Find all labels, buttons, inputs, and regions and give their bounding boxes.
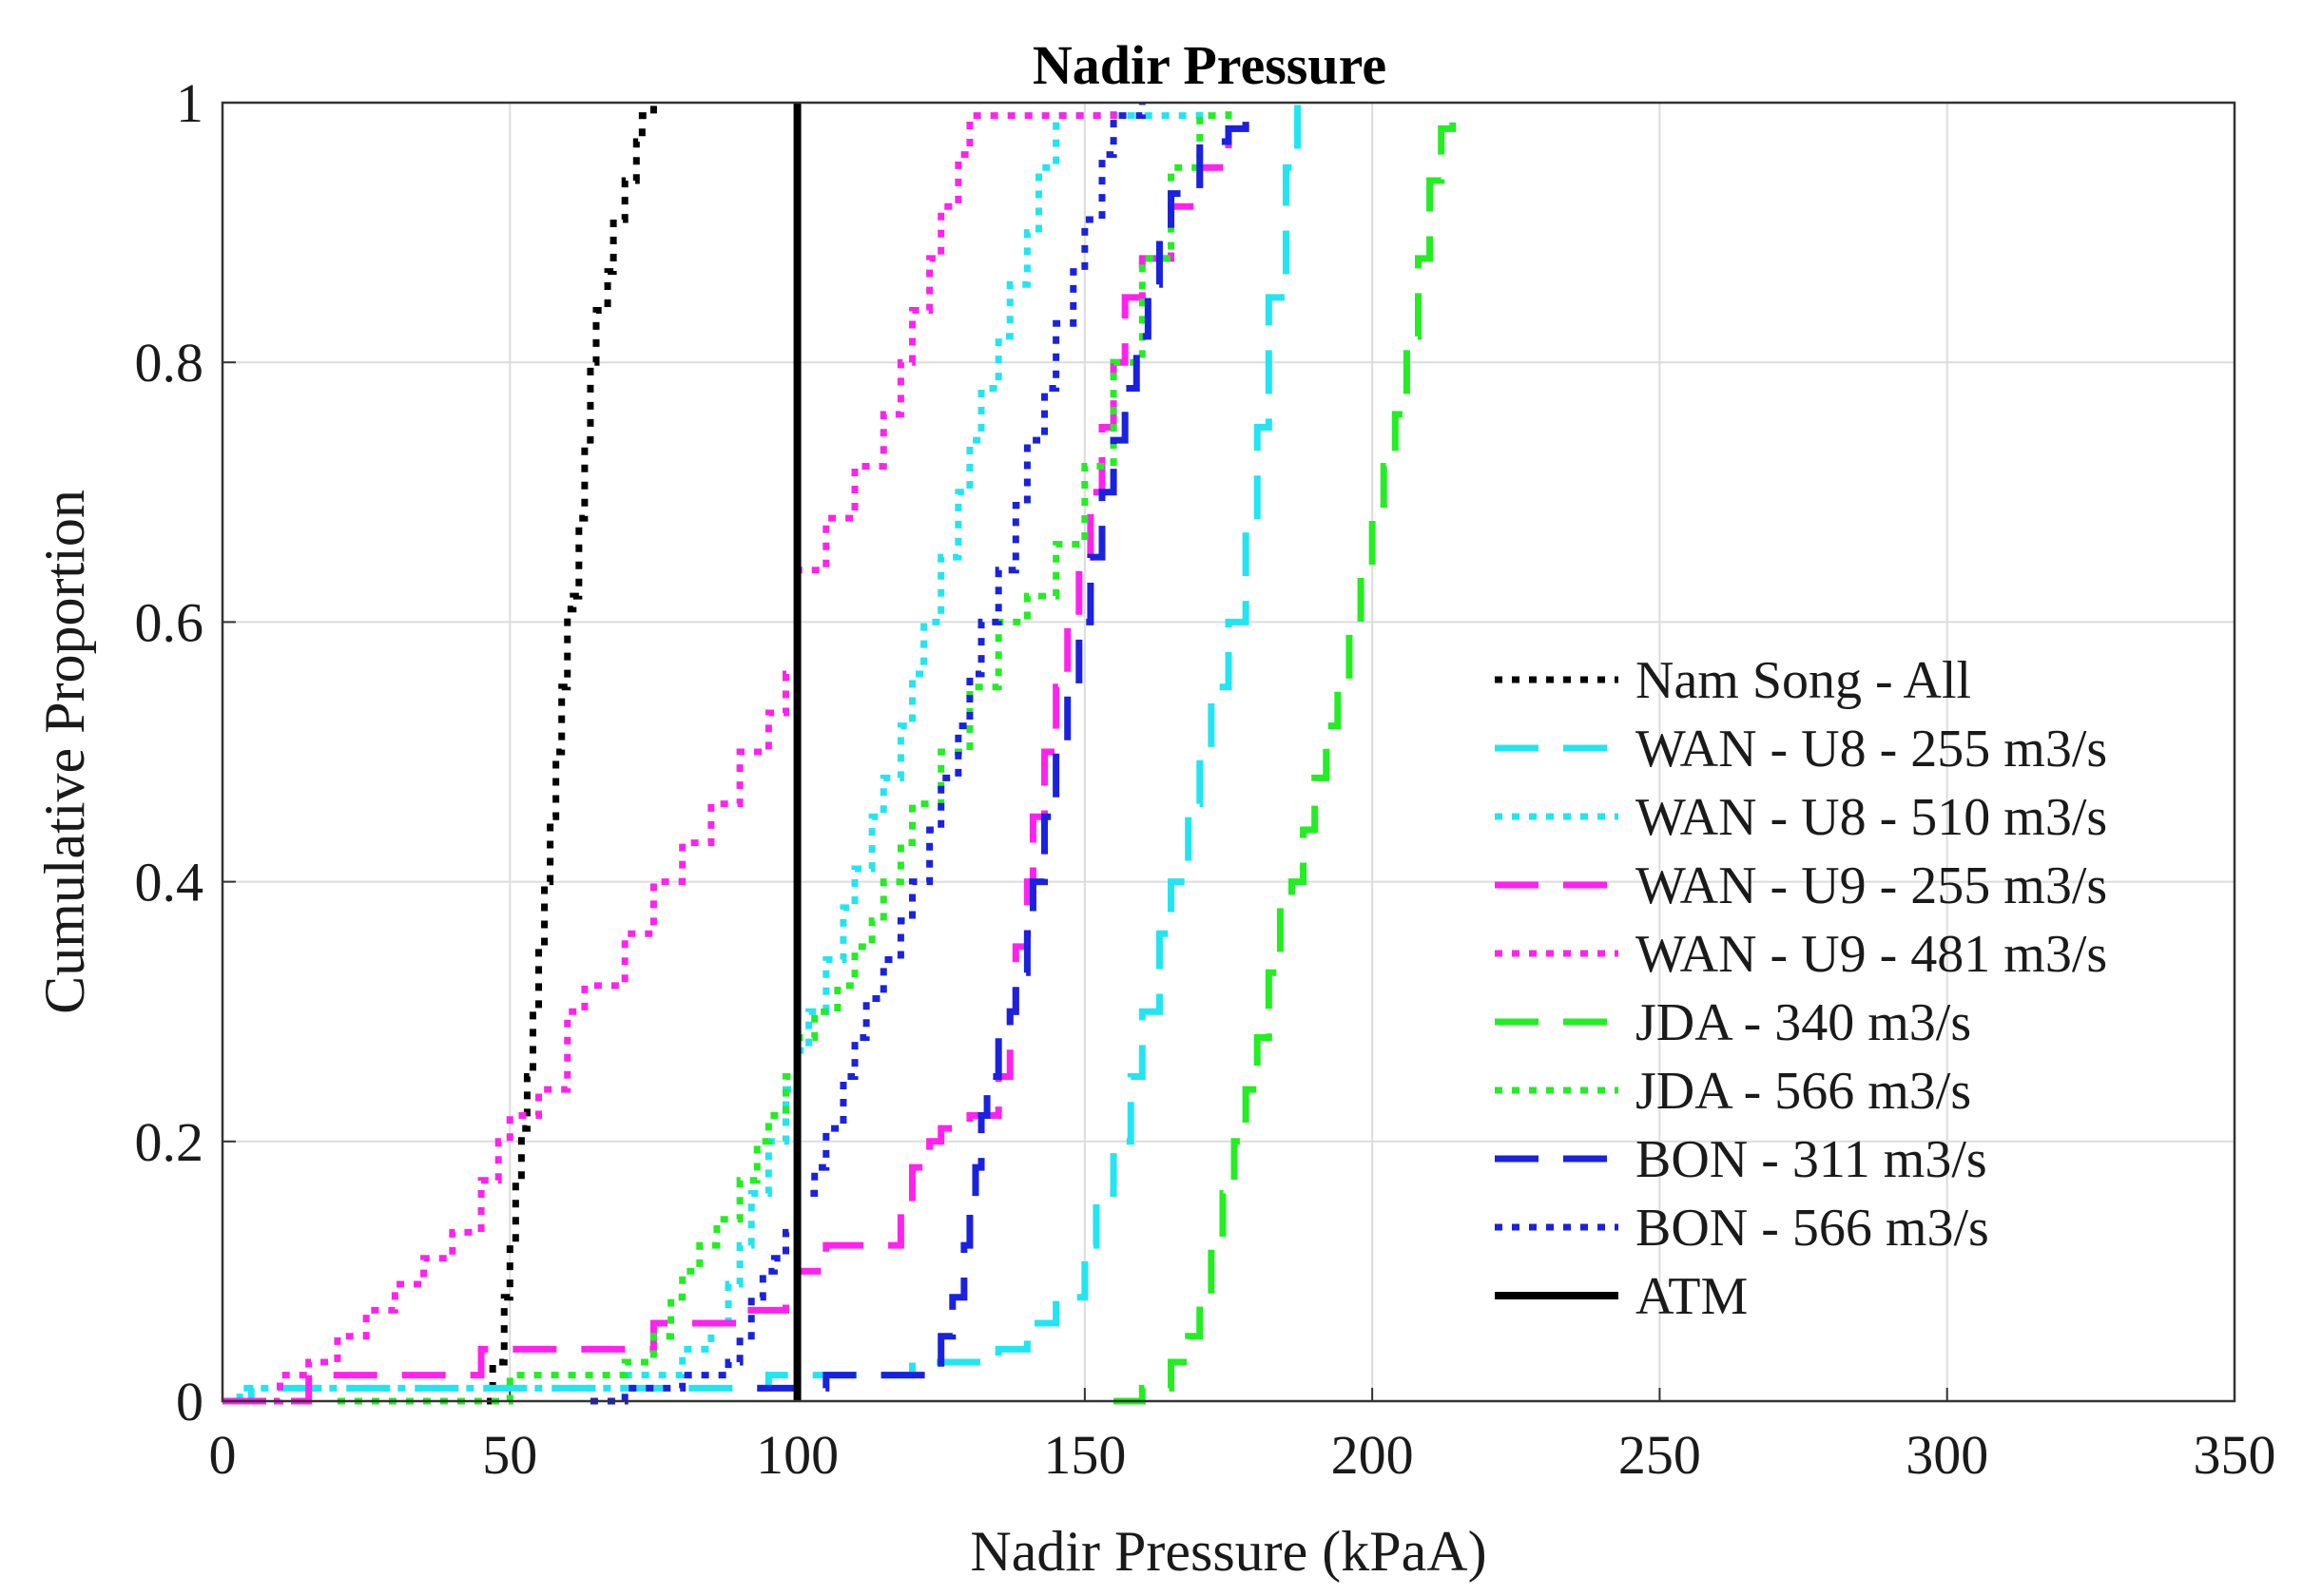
x-axis-label: Nadir Pressure (kPaA) — [970, 1520, 1486, 1583]
legend-label: WAN - U8 - 255 m3/s — [1635, 720, 2107, 779]
y-tick-labels: 0 0.2 0.4 0.6 0.8 1 — [135, 72, 204, 1433]
y-tick-label: 0.8 — [135, 332, 204, 394]
series-line-wan-u9-481-m3-s — [223, 103, 1117, 1405]
legend-label: BON - 311 m3/s — [1635, 1130, 1987, 1189]
x-tick-label: 50 — [482, 1424, 537, 1486]
series-line-jda-340-m3-s — [1113, 103, 1457, 1405]
x-tick-label: 200 — [1331, 1424, 1414, 1486]
legend: Nam Song - All WAN - U8 - 255 m3/s WAN - U… — [1495, 651, 2107, 1326]
legend-label: JDA - 566 m3/s — [1635, 1062, 1971, 1121]
y-tick-label: 1 — [176, 72, 203, 134]
y-tick-label: 0.4 — [135, 852, 204, 913]
legend-label: JDA - 340 m3/s — [1635, 993, 1971, 1052]
series-line-bon-566-m3-s — [590, 103, 1146, 1405]
series-line-nam-song-all — [487, 103, 657, 1405]
series-line-bon-311-m3-s — [757, 103, 1249, 1392]
y-axis-label: Cumulative Proportion — [33, 490, 96, 1014]
x-tick-label: 250 — [1618, 1424, 1701, 1486]
plot-frame — [221, 101, 2236, 1403]
chart-title: Nadir Pressure — [1033, 34, 1386, 96]
x-tick-label: 350 — [2194, 1424, 2276, 1486]
series-line-wan-u8-510-m3-s — [223, 103, 1204, 1405]
legend-label: Nam Song - All — [1635, 651, 1971, 710]
x-tick-label: 150 — [1043, 1424, 1126, 1486]
y-tick-label: 0 — [176, 1371, 203, 1433]
legend-label: WAN - U8 - 510 m3/s — [1635, 788, 2107, 847]
legend-label: BON - 566 m3/s — [1635, 1199, 1989, 1258]
series-line-wan-u8-255-m3-s — [223, 103, 1302, 1405]
y-tick-label: 0.2 — [135, 1111, 204, 1173]
x-tick-label: 0 — [209, 1424, 237, 1486]
legend-label: WAN - U9 - 481 m3/s — [1635, 925, 2107, 984]
y-tick-label: 0.6 — [135, 591, 204, 653]
series-layer — [223, 103, 1457, 1405]
x-tick-label: 100 — [756, 1424, 839, 1486]
legend-label: ATM — [1635, 1267, 1748, 1326]
x-tick-labels: 0 50 100 150 200 250 300 350 — [209, 1424, 2276, 1486]
x-tick-label: 300 — [1906, 1424, 1988, 1486]
legend-label: WAN - U9 - 255 m3/s — [1635, 856, 2107, 915]
series-line-jda-566-m3-s — [337, 103, 1232, 1405]
